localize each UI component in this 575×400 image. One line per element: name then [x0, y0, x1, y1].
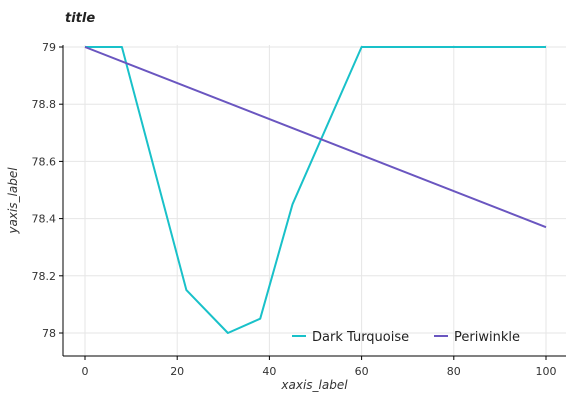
grid: [63, 45, 566, 356]
y-tick-label-5: 79: [42, 41, 56, 54]
axes: [62, 45, 566, 357]
ticks: 0 20 40 60 80 100 78 78.2 78.4 78.6 78.8 79: [32, 41, 557, 378]
x-tick-label-1: 20: [170, 365, 184, 378]
x-tick-label-4: 80: [447, 365, 461, 378]
y-tick-label-0: 78: [42, 327, 56, 340]
legend-label-periwinkle: Periwinkle: [454, 330, 520, 345]
legend: Dark Turquoise Periwinkle: [292, 330, 520, 345]
series-line-dark-turquoise: [85, 46, 546, 334]
series-lines: [84, 46, 547, 334]
x-tick-label-3: 60: [355, 365, 369, 378]
y-tick-label-4: 78.8: [32, 98, 57, 111]
y-tick-label-1: 78.2: [32, 270, 57, 283]
chart-title: title: [65, 11, 95, 26]
legend-label-dark-turquoise: Dark Turquoise: [312, 330, 409, 345]
x-tick-label-5: 100: [536, 365, 557, 378]
x-axis-label: xaxis_label: [280, 378, 348, 392]
y-axis-label: yaxis_label: [6, 167, 20, 235]
y-tick-label-3: 78.6: [32, 155, 57, 168]
y-tick-label-2: 78.4: [32, 213, 57, 226]
series-line-periwinkle: [84, 46, 547, 229]
x-tick-label-0: 0: [82, 365, 89, 378]
x-tick-label-2: 40: [262, 365, 276, 378]
